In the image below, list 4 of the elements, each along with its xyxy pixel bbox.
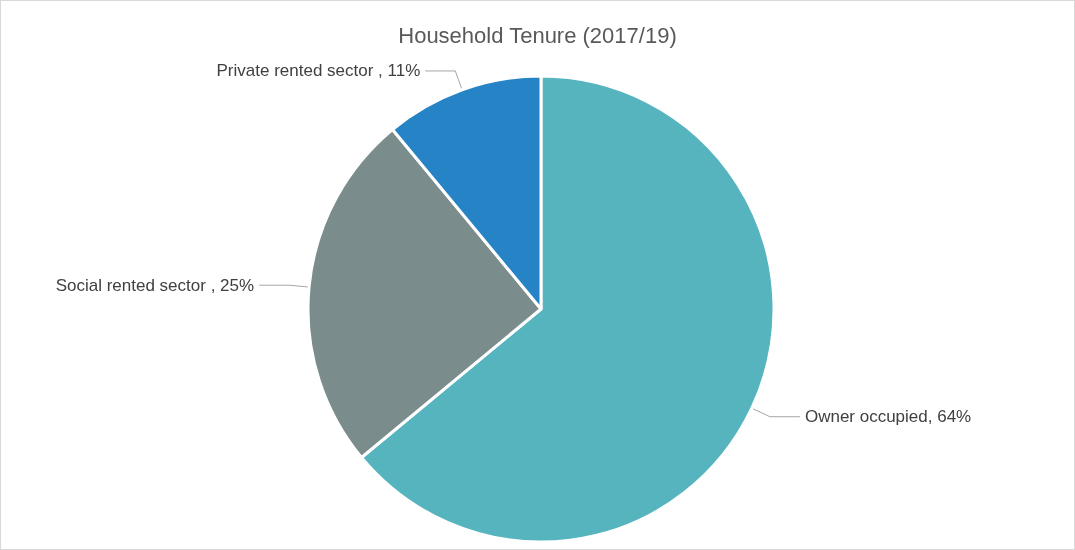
chart-title: Household Tenure (2017/19) [398,22,677,48]
slice-label: Private rented sector , 11% [216,61,421,81]
slice-label: Owner occupied, 64% [804,407,972,427]
slice-label: Social rented sector , 25% [55,275,255,295]
